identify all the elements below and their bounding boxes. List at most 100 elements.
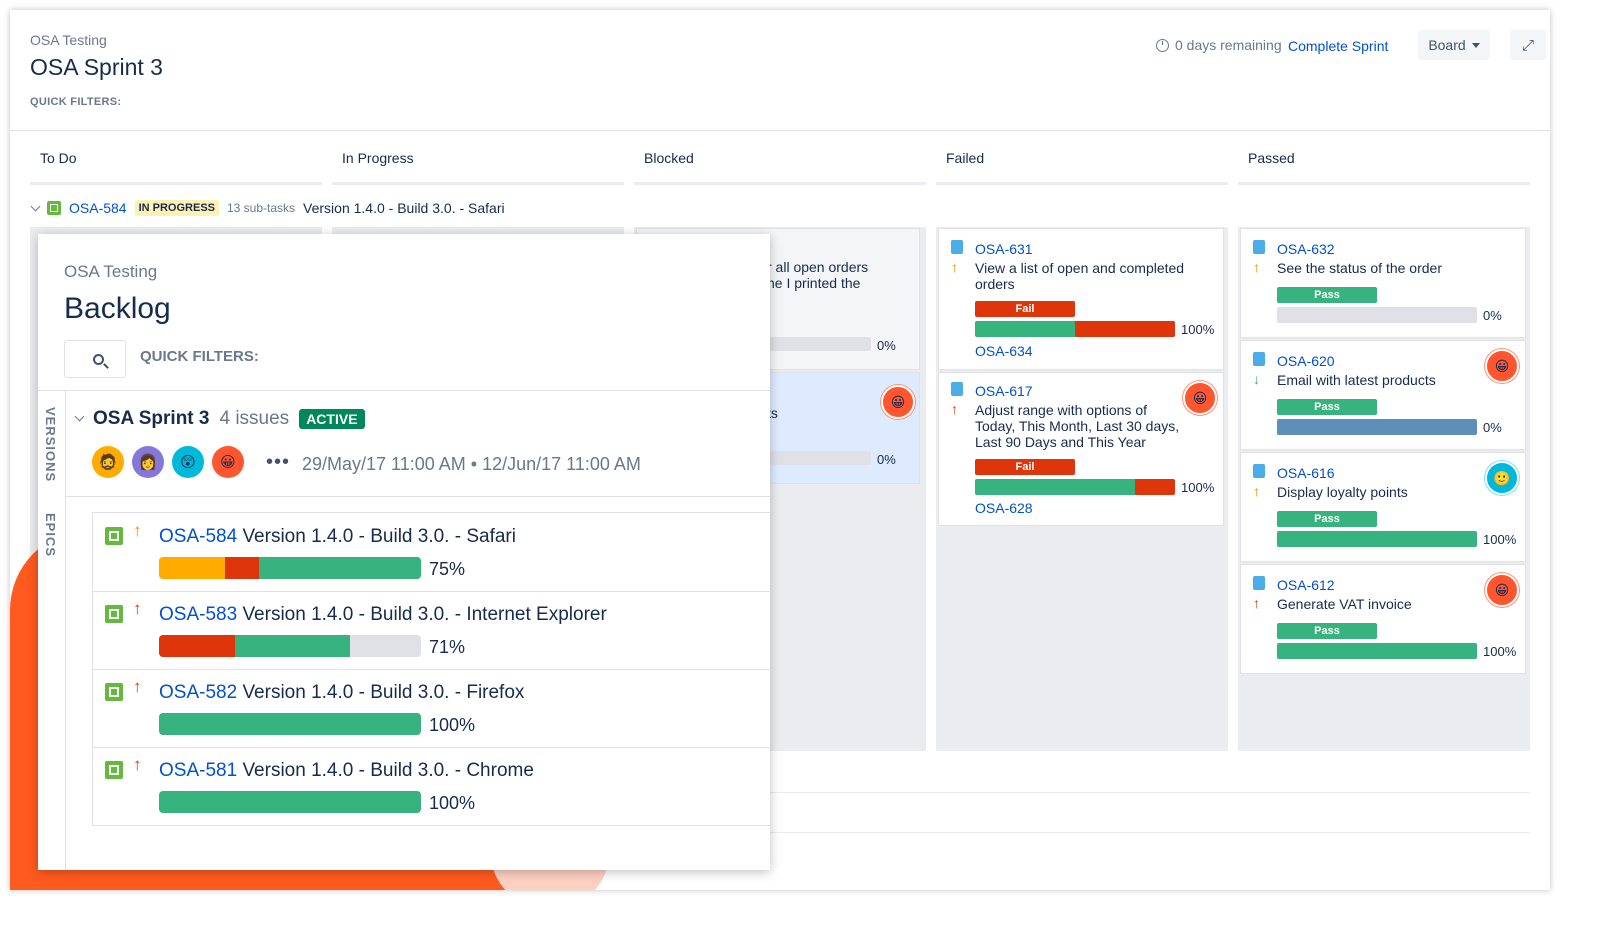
complete-sprint-link[interactable]: Complete Sprint — [1288, 38, 1389, 54]
progress-pass-segment — [975, 479, 1135, 495]
backlog-title: Backlog — [64, 292, 171, 325]
issue-line: OSA-583 Version 1.4.0 - Build 3.0. - Int… — [159, 604, 607, 626]
issue-card[interactable]: OSA-620 ↓ Email with latest products 😀 P… — [1240, 340, 1526, 450]
chevron-down-icon — [1471, 42, 1480, 48]
chevron-down-icon[interactable] — [30, 201, 41, 211]
progress-pass-segment — [975, 321, 1075, 337]
priority-highest-icon: ↑ — [1253, 595, 1260, 611]
progress-percent: 100% — [1181, 480, 1215, 495]
issue-line: OSA-582 Version 1.4.0 - Build 3.0. - Fir… — [159, 682, 524, 704]
avatar[interactable]: 😀 — [212, 446, 244, 478]
board-window: OSA Testing OSA Sprint 3 QUICK FILTERS: … — [10, 10, 1550, 890]
progress-percent: 0% — [1483, 420, 1502, 435]
backlog-project-name[interactable]: OSA Testing — [64, 262, 158, 281]
column-bar — [30, 182, 322, 185]
test-icon — [1253, 352, 1265, 366]
progress-percent: 0% — [1483, 308, 1502, 323]
issue-key[interactable]: OSA-582 — [159, 682, 238, 703]
progress-bar — [1277, 531, 1477, 547]
priority-high-icon: ↑ — [1253, 483, 1260, 499]
sprint-dates: 29/May/17 11:00 AM • 12/Jun/17 11:00 AM — [302, 454, 641, 474]
progress-green-segment — [234, 635, 351, 657]
issue-line: OSA-581 Version 1.4.0 - Build 3.0. - Chr… — [159, 760, 534, 782]
progress-bar — [159, 791, 421, 813]
sprint-header[interactable]: OSA Sprint 3 4 issues ACTIVE — [74, 408, 365, 430]
list-item[interactable]: ↑ OSA-584 Version 1.4.0 - Build 3.0. - S… — [93, 513, 771, 592]
result-badge: Fail — [975, 301, 1075, 317]
sprint-status-badge: ACTIVE — [299, 409, 365, 429]
issue-summary: Version 1.4.0 - Build 3.0. - Safari — [242, 526, 516, 547]
story-icon — [105, 527, 123, 545]
list-item[interactable]: ↑ OSA-582 Version 1.4.0 - Build 3.0. - F… — [93, 669, 771, 748]
more-icon[interactable]: ••• — [266, 450, 291, 473]
column-header-todo: To Do — [40, 150, 77, 166]
priority-high-icon: ↑ — [133, 521, 142, 540]
issue-card[interactable]: OSA-616 ↑ Display loyalty points 🙂 Pass … — [1240, 452, 1526, 562]
avatar[interactable]: 🧔 — [92, 446, 124, 478]
list-item[interactable]: ↑ OSA-583 Version 1.4.0 - Build 3.0. - I… — [93, 591, 771, 670]
page-title: OSA Sprint 3 — [30, 54, 163, 80]
versions-tab[interactable]: VERSIONS — [43, 407, 58, 483]
issue-key[interactable]: OSA-631 — [975, 241, 1033, 257]
search-button[interactable] — [64, 340, 126, 378]
swimlane-header[interactable]: OSA-584 IN PROGRESS 13 sub-tasks Version… — [30, 200, 505, 216]
issue-key[interactable]: OSA-620 — [1277, 353, 1335, 369]
assignee-avatar[interactable]: 🙂 — [1485, 461, 1519, 495]
test-icon — [1253, 576, 1265, 590]
progress-percent: 100% — [1181, 322, 1215, 337]
project-name[interactable]: OSA Testing — [30, 32, 107, 48]
issue-key[interactable]: OSA-581 — [159, 760, 238, 781]
priority-highest-icon: ↑ — [133, 755, 142, 774]
result-badge: Pass — [1277, 287, 1377, 303]
issue-key[interactable]: OSA-583 — [159, 604, 238, 625]
progress-bar — [975, 479, 1175, 495]
side-rail: VERSIONS EPICS — [38, 391, 66, 870]
issue-summary: Version 1.4.0 - Build 3.0. - Firefox — [242, 682, 525, 703]
issue-card[interactable]: OSA-617 ↑ Adjust range with options of T… — [938, 372, 1224, 526]
row-divider — [770, 832, 1530, 833]
story-icon — [47, 201, 61, 215]
sub-issue-key[interactable]: OSA-628 — [975, 500, 1033, 516]
progress-bar — [159, 557, 421, 579]
assignee-avatar[interactable]: 😀 — [881, 385, 915, 419]
issue-key[interactable]: OSA-584 — [159, 526, 238, 547]
story-icon — [105, 761, 123, 779]
fullscreen-button[interactable]: ⤢ — [1510, 30, 1546, 60]
priority-highest-icon: ↑ — [133, 677, 142, 696]
assignee-avatar[interactable]: 😀 — [1485, 573, 1519, 607]
backlog-panel: OSA Testing Backlog QUICK FILTERS: VERSI… — [38, 234, 771, 870]
card-summary: r all open orders ne I printed the — [767, 259, 868, 291]
days-remaining-text: 0 days remaining — [1175, 37, 1282, 53]
column-bar — [332, 182, 624, 185]
issue-summary: See the status of the order — [1277, 260, 1442, 276]
board-dropdown-button[interactable]: Board — [1418, 30, 1490, 60]
issue-key[interactable]: OSA-616 — [1277, 465, 1335, 481]
issue-key[interactable]: OSA-612 — [1277, 577, 1335, 593]
progress-percent: 100% — [429, 793, 476, 813]
column-header-in-progress: In Progress — [342, 150, 414, 166]
test-icon — [1253, 464, 1265, 478]
epics-tab[interactable]: EPICS — [43, 513, 58, 558]
column-header-failed: Failed — [946, 150, 985, 166]
progress-yellow-segment — [159, 557, 225, 579]
avatar[interactable]: 👩 — [132, 446, 164, 478]
progress-green-segment — [258, 557, 421, 579]
issue-key[interactable]: OSA-632 — [1277, 241, 1335, 257]
divider — [65, 496, 770, 497]
quick-filters-label: QUICK FILTERS: — [140, 348, 259, 365]
quick-filters-label: QUICK FILTERS: — [30, 96, 122, 108]
issue-card[interactable]: OSA-612 ↑ Generate VAT invoice 😀 Pass 10… — [1240, 564, 1526, 674]
result-badge: Pass — [1277, 399, 1377, 415]
progress-bar — [757, 451, 871, 465]
sub-issue-key[interactable]: OSA-634 — [975, 343, 1033, 359]
assignee-avatar[interactable]: 😀 — [1183, 381, 1217, 415]
issue-card[interactable]: OSA-632 ↑ See the status of the order Pa… — [1240, 228, 1526, 338]
issue-key[interactable]: OSA-617 — [975, 383, 1033, 399]
sprint-name: OSA Sprint 3 — [93, 408, 210, 429]
issue-card[interactable]: OSA-631 ↑ View a list of open and comple… — [938, 228, 1224, 370]
assignee-avatar[interactable]: 😀 — [1485, 349, 1519, 383]
swimlane-issue-key[interactable]: OSA-584 — [69, 200, 127, 216]
list-item[interactable]: ↑ OSA-581 Version 1.4.0 - Build 3.0. - C… — [93, 747, 771, 826]
avatar[interactable]: 😲 — [172, 446, 204, 478]
chevron-down-icon[interactable] — [74, 411, 85, 421]
